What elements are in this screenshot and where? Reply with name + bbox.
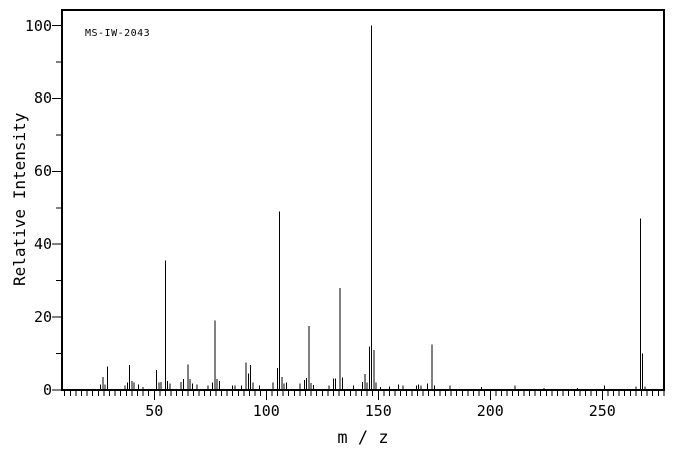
plot-frame (61, 9, 665, 391)
y-axis-tick-label: 80 (33, 89, 52, 108)
y-axis-tick-label: 60 (33, 162, 52, 181)
spectrum-id-label: MS-IW-2043 (85, 28, 151, 39)
x-axis-tick-label: 100 (252, 402, 280, 420)
y-axis-title: Relative Intensity (10, 112, 29, 286)
y-axis-tick-label: 40 (33, 235, 52, 254)
y-axis-tick-label: 0 (42, 381, 52, 399)
y-axis-tick-label: 100 (24, 16, 52, 35)
x-axis-tick-label: 250 (588, 402, 616, 420)
x-axis-title: m / z (337, 428, 389, 448)
y-axis-tick-label: 20 (33, 308, 52, 327)
x-axis-tick-label: 150 (364, 402, 392, 420)
x-axis-tick-label: 50 (145, 402, 164, 420)
x-axis-tick-label: 200 (476, 402, 504, 420)
